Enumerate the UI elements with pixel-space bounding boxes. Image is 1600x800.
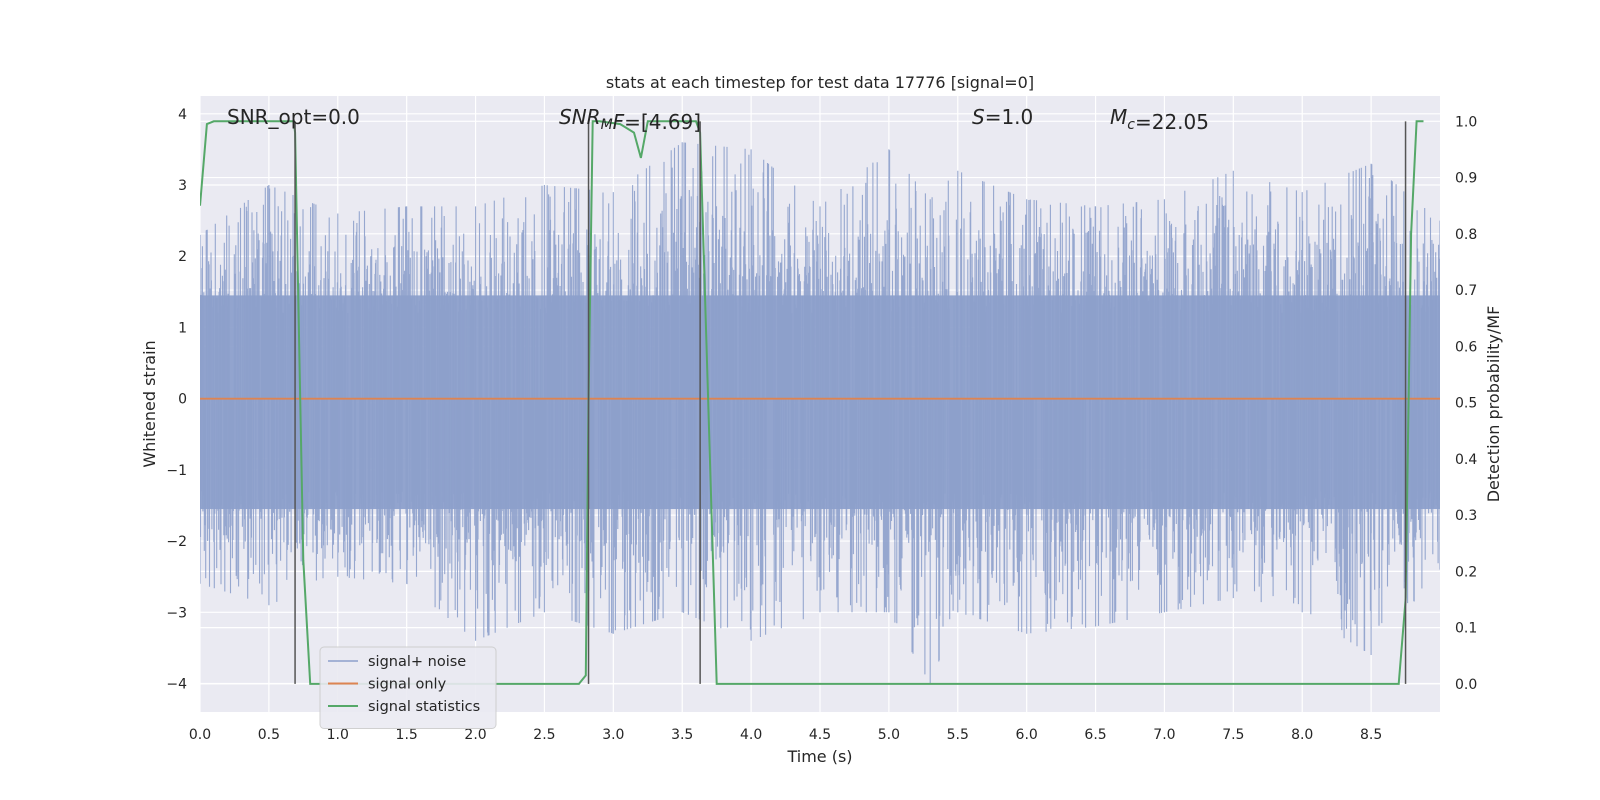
x-tick-label: 6.5 (1084, 727, 1106, 743)
y2-axis-label: Detection probability/MF (1484, 306, 1503, 503)
annotation-segment: =22.05 (1135, 110, 1209, 134)
x-tick-label: 2.5 (533, 727, 555, 743)
legend-entry: signal statistics (368, 699, 480, 715)
chart-title: stats at each timestep for test data 177… (606, 73, 1034, 92)
y-tick-label: −1 (166, 463, 187, 479)
y-tick-label: 1 (178, 320, 187, 336)
annotation-segment: SNR_opt=0.0 (227, 105, 360, 129)
tick-labels: 0.0 0.5 1.0 1.5 2.0 2.5 3.0 3.5 4.0 4.5 5.0 5.5 6.0 6… (166, 107, 1477, 743)
x-tick-label: 5.0 (878, 727, 900, 743)
y-tick-label: −4 (166, 677, 187, 693)
legend-entry: signal+ noise (368, 654, 466, 670)
annotation-snr-opt: SNR_opt=0.0 (227, 105, 360, 129)
y-tick-label: 4 (178, 107, 187, 123)
annotation-segment: SNR (559, 105, 601, 129)
annotation-segment: c (1127, 117, 1135, 133)
annotation-segment: M (601, 117, 613, 133)
x-tick-label: 3.0 (602, 727, 624, 743)
annotation-snr-mf: SNRMF=[4.69] (559, 105, 701, 134)
y2-tick-label: 0.2 (1455, 564, 1477, 580)
x-tick-label: 5.5 (947, 727, 969, 743)
x-tick-label: 7.5 (1222, 727, 1244, 743)
x-axis-label: Time (s) (786, 747, 852, 766)
y-axis-label: Whitened strain (140, 340, 159, 467)
legend-entry: signal only (368, 677, 447, 693)
y2-tick-label: 0.3 (1455, 508, 1477, 524)
y2-tick-label: 0.6 (1455, 339, 1477, 355)
x-tick-label: 7.0 (1153, 727, 1175, 743)
x-tick-label: 0.5 (258, 727, 280, 743)
annotations: SNR_opt=0.0 SNRMF=[4.69] S=1.0 Mc=22.05 (227, 105, 1209, 134)
y2-tick-label: 0.8 (1455, 227, 1477, 243)
series-signal-noise (200, 142, 1440, 684)
legend: signal+ noise signal only signal statistic… (319, 646, 497, 729)
x-tick-label: 1.5 (396, 727, 418, 743)
y-tick-label: 2 (178, 249, 187, 265)
y2-tick-label: 0.5 (1455, 396, 1477, 412)
plot-marks (200, 120, 1440, 685)
y-tick-label: 3 (178, 178, 187, 194)
x-tick-label: 2.0 (464, 727, 486, 743)
x-tick-label: 4.5 (809, 727, 831, 743)
y-tick-label: −2 (166, 534, 187, 550)
x-tick-label: 3.5 (671, 727, 693, 743)
y2-tick-label: 0.0 (1455, 677, 1477, 693)
annotation-segment: F (613, 110, 625, 134)
x-tick-label: 4.0 (740, 727, 762, 743)
y-tick-label: 0 (178, 392, 187, 408)
x-tick-label: 8.0 (1291, 727, 1313, 743)
annotation-segment: M (1110, 105, 1127, 129)
annotation-segment: =1.0 (985, 105, 1034, 129)
y2-tick-label: 1.0 (1455, 114, 1477, 130)
x-tick-label: 8.5 (1360, 727, 1382, 743)
x-tick-label: 6.0 (1016, 727, 1038, 743)
annotation-segment: S (972, 105, 985, 129)
y2-tick-label: 0.9 (1455, 171, 1477, 187)
annotation-s-value: S=1.0 (972, 105, 1033, 129)
legend-box (319, 646, 497, 729)
x-tick-label: 1.0 (327, 727, 349, 743)
annotation-segment: =[4.69] (624, 110, 701, 134)
annotation-mc-value: Mc=22.05 (1110, 105, 1209, 134)
x-tick-label: 0.0 (189, 727, 211, 743)
y2-tick-label: 0.7 (1455, 283, 1477, 299)
y2-tick-label: 0.4 (1455, 452, 1477, 468)
y2-tick-label: 0.1 (1455, 621, 1477, 637)
y-tick-label: −3 (166, 605, 187, 621)
